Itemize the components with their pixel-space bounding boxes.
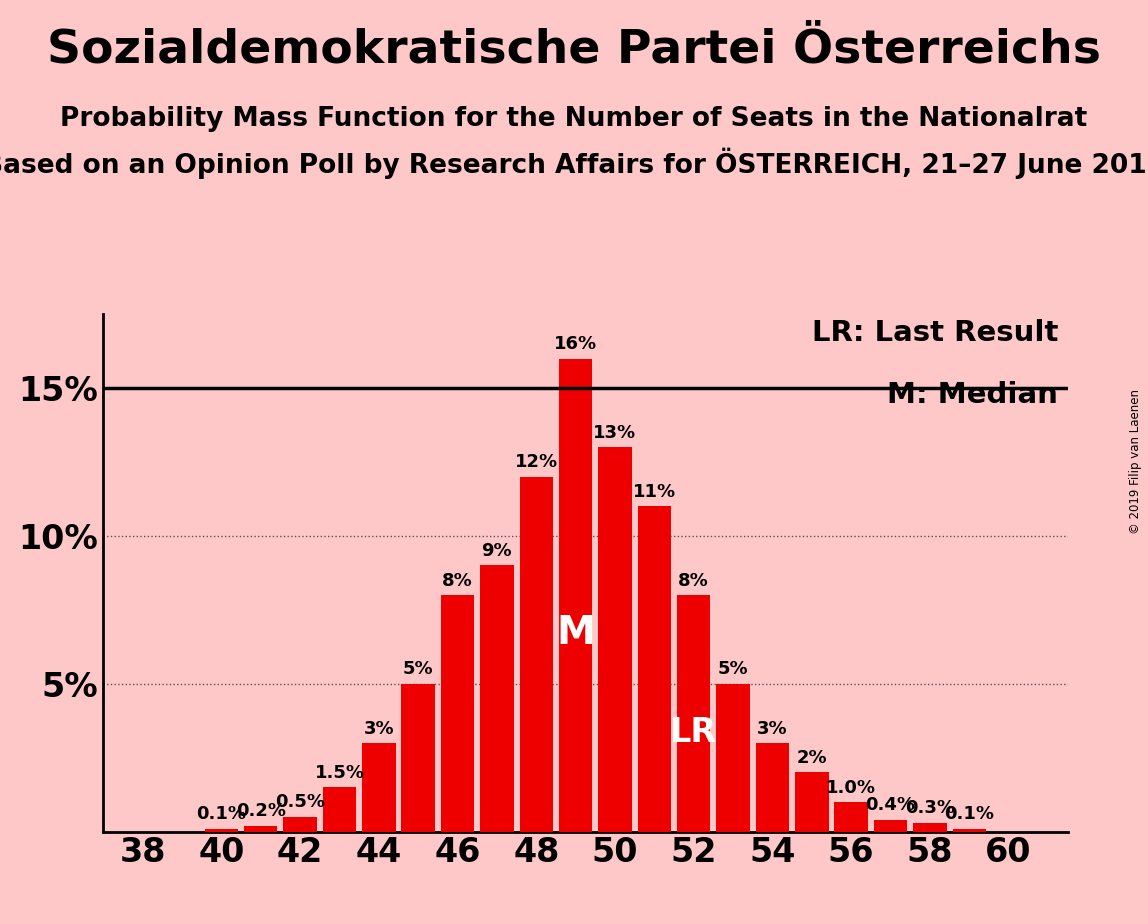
Text: 9%: 9%	[482, 542, 512, 560]
Text: 8%: 8%	[442, 572, 473, 590]
Bar	[284, 817, 317, 832]
Text: 16%: 16%	[554, 335, 597, 353]
Text: 5%: 5%	[403, 661, 434, 678]
Bar	[677, 595, 711, 832]
Bar	[559, 359, 592, 832]
Text: 3%: 3%	[364, 720, 394, 737]
Text: 8%: 8%	[678, 572, 709, 590]
Text: 3%: 3%	[758, 720, 788, 737]
Bar	[755, 743, 789, 832]
Text: 0.3%: 0.3%	[905, 799, 955, 818]
Text: LR: Last Result: LR: Last Result	[812, 320, 1058, 347]
Bar	[796, 772, 829, 832]
Text: 1.5%: 1.5%	[315, 764, 364, 782]
Text: 11%: 11%	[633, 483, 676, 501]
Bar	[204, 829, 238, 832]
Text: Based on an Opinion Poll by Research Affairs for ÖSTERREICH, 21–27 June 2018: Based on an Opinion Poll by Research Aff…	[0, 148, 1148, 179]
Bar	[520, 477, 553, 832]
Text: LR: LR	[670, 716, 718, 748]
Bar	[402, 684, 435, 832]
Bar	[441, 595, 474, 832]
Text: 12%: 12%	[514, 454, 558, 471]
Text: 0.1%: 0.1%	[945, 806, 994, 823]
Text: 1.0%: 1.0%	[827, 779, 876, 796]
Bar	[245, 826, 278, 832]
Bar	[835, 802, 868, 832]
Text: 2%: 2%	[797, 749, 827, 767]
Bar	[913, 822, 947, 832]
Text: © 2019 Filip van Laenen: © 2019 Filip van Laenen	[1130, 390, 1142, 534]
Bar	[953, 829, 986, 832]
Text: 0.1%: 0.1%	[196, 806, 247, 823]
Bar	[362, 743, 396, 832]
Text: M: Median: M: Median	[887, 382, 1058, 409]
Text: 5%: 5%	[718, 661, 748, 678]
Bar	[637, 506, 672, 832]
Text: 0.5%: 0.5%	[276, 794, 325, 811]
Text: Sozialdemokratische Partei Österreichs: Sozialdemokratische Partei Österreichs	[47, 28, 1101, 73]
Bar	[874, 820, 907, 832]
Text: 0.2%: 0.2%	[235, 802, 286, 821]
Text: M: M	[557, 614, 595, 652]
Bar	[480, 565, 513, 832]
Text: 13%: 13%	[594, 424, 636, 442]
Text: 0.4%: 0.4%	[866, 796, 915, 814]
Bar	[598, 447, 631, 832]
Bar	[716, 684, 750, 832]
Text: Probability Mass Function for the Number of Seats in the Nationalrat: Probability Mass Function for the Number…	[61, 106, 1087, 132]
Bar	[323, 787, 356, 832]
